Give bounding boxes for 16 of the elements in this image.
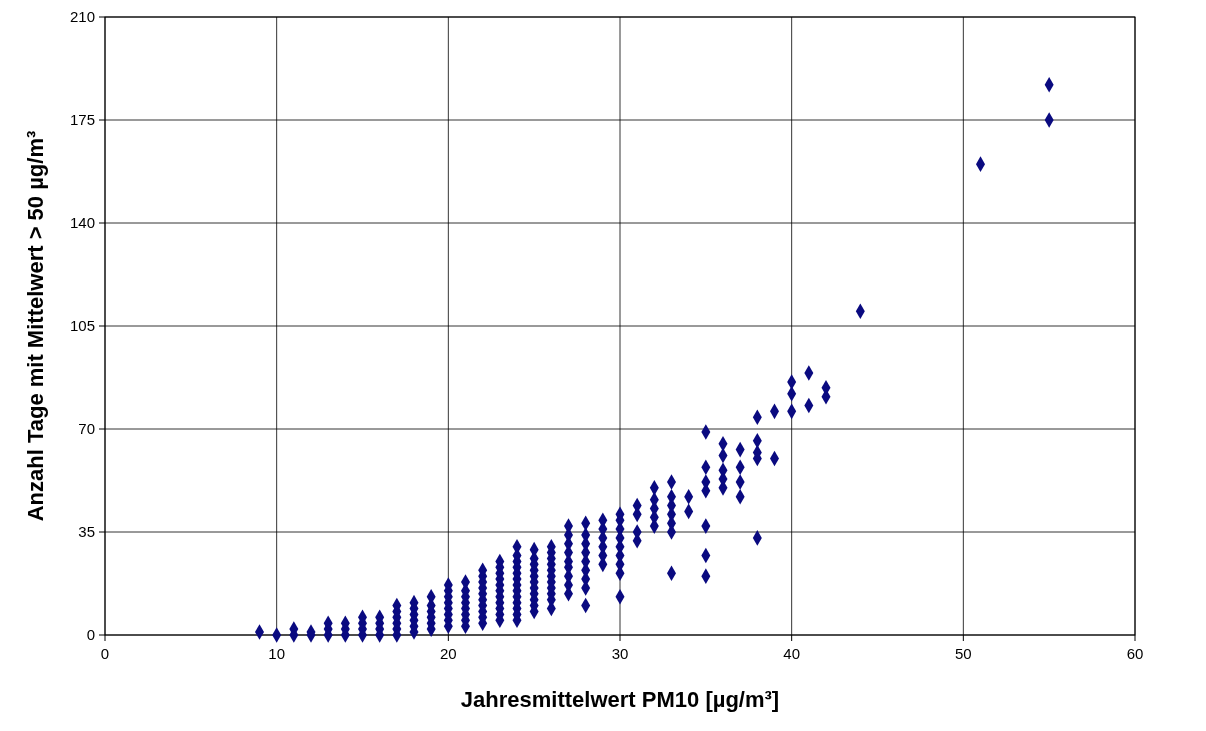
y-axis-title: Anzahl Tage mit Mittelwert > 50 µg/m³ [23, 130, 48, 522]
x-tick-label: 10 [268, 645, 286, 662]
x-axis-title: Jahresmittelwert PM10 [µg/m³] [460, 687, 780, 712]
y-tick-label: 70 [78, 420, 95, 437]
y-tick-label: 0 [86, 626, 95, 643]
y-tick-label: 210 [69, 8, 95, 25]
y-tick-label: 35 [78, 523, 95, 540]
x-tick-label: 40 [783, 645, 801, 662]
y-tick-label: 140 [69, 214, 95, 231]
x-tick-label: 50 [954, 645, 972, 662]
x-tick-label: 20 [439, 645, 457, 662]
y-tick-label: 175 [69, 111, 95, 128]
x-tick-label: 0 [100, 645, 110, 662]
x-tick-label: 30 [611, 645, 629, 662]
y-tick-label: 105 [69, 317, 95, 334]
x-tick-label: 60 [1126, 645, 1144, 662]
